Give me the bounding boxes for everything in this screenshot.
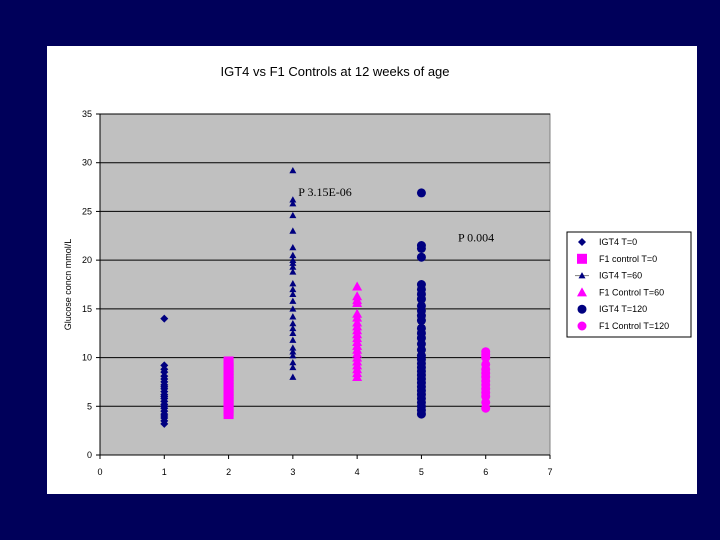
data-point [289, 319, 297, 327]
legend-label: IGT4 T=120 [599, 304, 647, 314]
series-f1-control-t-0 [223, 356, 234, 420]
legend-marker [577, 253, 587, 264]
x-tick-label: 2 [226, 467, 231, 477]
data-point [289, 352, 297, 359]
data-point [289, 373, 297, 380]
data-point [289, 263, 297, 270]
legend-label: IGT4 T=60 [599, 271, 642, 281]
p-value-annotation: P 0.004 [458, 231, 494, 245]
legend-label: IGT4 T=0 [599, 237, 637, 247]
y-tick-label: 20 [82, 255, 92, 265]
data-point [289, 348, 297, 355]
data-point [416, 243, 426, 253]
x-tick-label: 0 [97, 467, 102, 477]
legend-box [566, 231, 692, 338]
chart: IGT4 vs F1 Controls at 12 weeks of age 0… [63, 64, 692, 477]
legend-label: F1 Control T=120 [599, 321, 669, 331]
data-point [481, 353, 491, 363]
data-point [416, 188, 426, 198]
legend-item: IGT4 T=120 [577, 304, 647, 314]
p-value-annotation: P 3.15E-06 [298, 185, 352, 199]
data-point [289, 313, 297, 320]
y-tick-label: 5 [87, 401, 92, 411]
y-tick-label: 15 [82, 304, 92, 314]
data-point [289, 358, 297, 366]
data-point [289, 329, 297, 337]
plot-area [99, 113, 551, 456]
y-tick-label: 10 [82, 353, 92, 363]
data-point [352, 281, 363, 291]
data-point [352, 298, 363, 308]
x-tick-label: 5 [419, 467, 424, 477]
legend-item: F1 control T=0 [577, 253, 657, 264]
data-point [289, 336, 297, 343]
data-point [289, 285, 297, 293]
data-point [416, 294, 426, 304]
legend-item: F1 Control T=120 [577, 321, 669, 331]
data-point [289, 243, 297, 251]
y-tick-label: 30 [82, 158, 92, 168]
data-point [289, 200, 297, 207]
data-point [289, 324, 297, 332]
y-tick-label: 25 [82, 206, 92, 216]
series-igt4-t-120 [416, 188, 426, 419]
tick-labels: 0 5 10 15 20 25 30 35 0 1 2 3 4 5 6 7 [82, 109, 553, 477]
data-point [416, 409, 426, 419]
x-tick-label: 3 [290, 467, 295, 477]
legend-marker [577, 287, 587, 297]
data-point [289, 344, 297, 351]
legend-marker [577, 321, 587, 331]
data-point [289, 251, 297, 259]
data-point [416, 252, 426, 262]
legend-label: F1 control T=0 [599, 254, 657, 264]
data-points [160, 167, 491, 428]
legend-item: IGT4 T=60 [575, 271, 642, 281]
data-point [481, 403, 491, 413]
x-tick-label: 4 [355, 467, 360, 477]
data-point [160, 419, 169, 428]
y-tick-label: 35 [82, 109, 92, 119]
data-point [416, 316, 426, 326]
axes [96, 113, 551, 459]
legend-item: IGT4 T=0 [578, 237, 637, 247]
data-point [289, 280, 297, 287]
legend-marker [578, 272, 586, 279]
y-axis-label: Glucose concn mmol/L [63, 239, 73, 331]
legend-marker [578, 238, 586, 246]
data-point [160, 314, 169, 323]
slide-frame: IGT4 vs F1 Controls at 12 weeks of age 0… [47, 46, 697, 494]
data-point [289, 196, 297, 203]
x-tick-label: 6 [483, 467, 488, 477]
data-point [289, 297, 297, 304]
annotations: P 3.15E-06 P 0.004 [298, 185, 494, 245]
x-tick-label: 1 [162, 467, 167, 477]
data-point [289, 305, 297, 312]
data-point [289, 167, 297, 174]
legend-marker [577, 304, 587, 314]
y-tick-label: 0 [87, 450, 92, 460]
legend: IGT4 T=0 F1 control T=0 IGT4 T=60 F1 Contro… [566, 231, 692, 338]
series-igt4-t-0 [160, 314, 169, 428]
data-point [352, 372, 363, 382]
data-point [289, 227, 297, 234]
data-point [289, 290, 297, 298]
data-point [289, 259, 297, 266]
series-f1-control-t-60 [352, 281, 363, 382]
grid-lines [100, 113, 550, 407]
x-tick-label: 7 [547, 467, 552, 477]
data-point [289, 211, 297, 219]
series-f1-control-t-120 [481, 347, 491, 413]
data-point [289, 268, 297, 275]
chart-title: IGT4 vs F1 Controls at 12 weeks of age [220, 64, 449, 79]
legend-item: F1 Control T=60 [577, 287, 664, 297]
data-point [352, 312, 363, 322]
data-point [223, 409, 234, 420]
data-point [289, 363, 297, 371]
series-igt4-t-60 [289, 167, 297, 380]
legend-label: F1 Control T=60 [599, 287, 664, 297]
